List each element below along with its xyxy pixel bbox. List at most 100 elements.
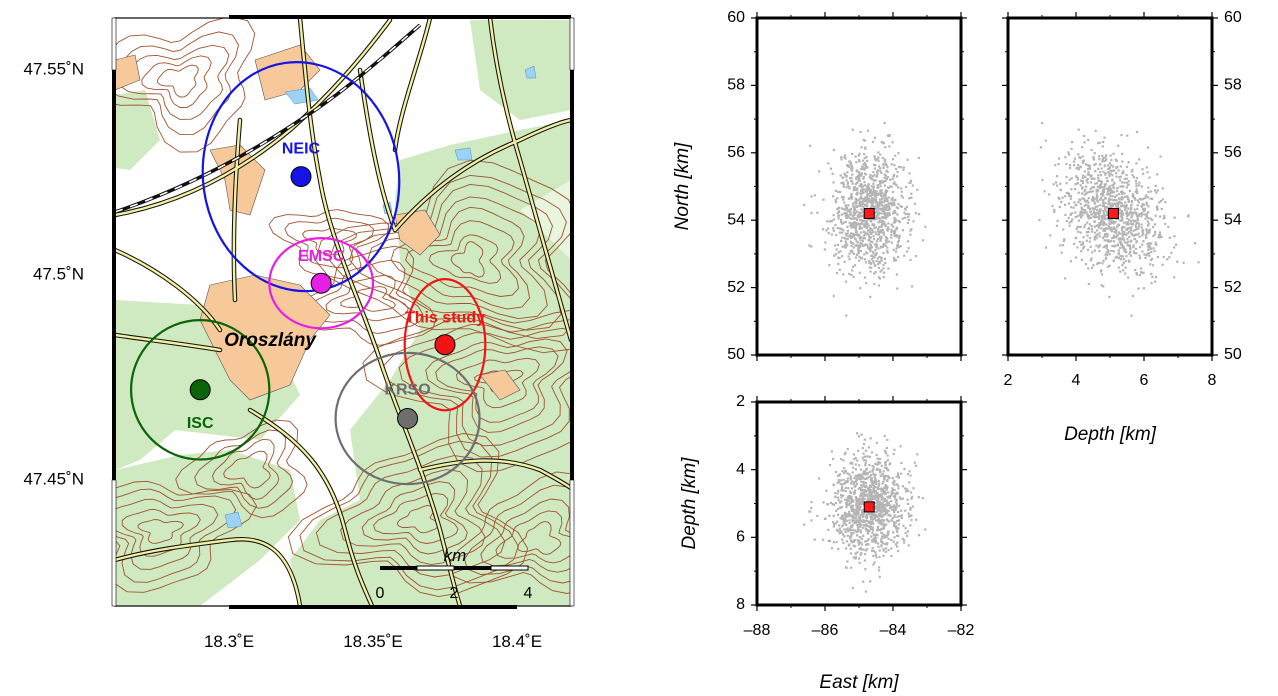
- solution-krso: KRSO: [334, 351, 481, 486]
- scatter-point: [1134, 247, 1138, 250]
- scatter-point: [887, 208, 891, 211]
- scatter-point: [908, 181, 911, 185]
- scatter-point: [1145, 236, 1148, 239]
- scatter-point: [1110, 164, 1113, 167]
- scatter-point: [850, 506, 854, 509]
- scatter-point: [884, 204, 887, 207]
- scatter-point: [876, 509, 880, 512]
- scatter-point: [909, 474, 912, 477]
- scatter-point: [1098, 158, 1101, 161]
- scatter-point: [840, 255, 844, 258]
- scatter-point: [874, 551, 877, 554]
- scatter-point: [810, 500, 813, 504]
- scatter-point: [850, 509, 854, 513]
- scatter-point: [863, 489, 867, 492]
- x-tick-label: 8: [1208, 372, 1217, 389]
- scatter-point: [1135, 162, 1138, 165]
- scatter-point: [868, 455, 871, 459]
- scatter-point: [832, 218, 836, 221]
- scatter-point: [863, 438, 866, 441]
- scatter-point: [1119, 254, 1122, 257]
- scatter-point: [1160, 235, 1163, 239]
- scatter-point: [884, 244, 887, 247]
- scatter-point: [886, 533, 889, 536]
- scatter-point: [1099, 224, 1102, 227]
- scatter-point: [1182, 261, 1185, 264]
- scatter-point: [1071, 218, 1074, 221]
- scatter-point: [1093, 225, 1096, 228]
- scatter-point: [883, 434, 886, 438]
- scatter-point: [882, 480, 885, 483]
- x-tick-label: –88: [744, 622, 771, 639]
- scatter-point: [885, 208, 888, 212]
- scatter-point: [1058, 197, 1061, 201]
- scatter-point: [1096, 262, 1099, 265]
- scatter-point: [854, 225, 858, 228]
- scatter-point: [885, 190, 888, 193]
- scatter-point: [916, 453, 919, 456]
- scatter-point: [1105, 187, 1108, 190]
- scatter-point: [1081, 155, 1084, 158]
- scatter-point: [871, 483, 874, 486]
- scatter-point: [1093, 152, 1096, 155]
- scatter-point: [893, 203, 896, 207]
- scatter-point: [1141, 168, 1144, 171]
- scatter-point: [871, 531, 874, 535]
- scatter-point: [913, 202, 916, 205]
- scatter-point: [888, 207, 892, 210]
- scatter-point: [1146, 171, 1149, 174]
- scatter-point: [878, 276, 881, 279]
- scatter-point: [1113, 227, 1116, 231]
- y-tick-label: 8: [736, 596, 745, 613]
- scatter-point: [878, 512, 881, 516]
- scatter-point: [894, 508, 897, 511]
- scatter-point: [858, 152, 861, 155]
- scatter-point: [868, 235, 871, 239]
- scatter-point: [841, 236, 844, 239]
- scatter-point: [879, 474, 882, 477]
- scatter-point: [880, 259, 883, 263]
- scatter-point: [867, 185, 870, 188]
- scatter-point: [852, 189, 855, 192]
- scatter-points: [803, 432, 927, 593]
- scatter-point: [1105, 213, 1109, 217]
- scatter-point: [884, 195, 887, 198]
- scatter-point: [849, 213, 852, 216]
- scatter-point: [1107, 203, 1110, 206]
- scatter-point: [828, 264, 831, 267]
- scatter-point: [870, 201, 873, 204]
- scatter-point: [882, 216, 885, 219]
- scatter-point: [865, 548, 869, 551]
- scatter-point: [849, 232, 853, 235]
- scatter-point: [1121, 204, 1125, 207]
- scatter-point: [866, 488, 869, 491]
- scatter-point: [886, 134, 889, 137]
- scatter-point: [858, 271, 861, 274]
- scatter-point: [895, 483, 899, 486]
- scatter-point: [852, 483, 855, 486]
- scatter-point: [824, 241, 827, 244]
- scatter-point: [869, 244, 873, 247]
- scatter-point: [855, 499, 858, 502]
- scatter-point: [1087, 204, 1090, 207]
- scatter-point: [860, 537, 864, 540]
- scatter-point: [886, 229, 889, 232]
- scatter-point: [882, 263, 885, 266]
- scatter-point: [846, 181, 850, 184]
- scatter-point: [879, 167, 882, 170]
- scatter-point: [891, 487, 894, 490]
- scatter-point: [882, 526, 885, 529]
- y-tick-label: 54: [727, 211, 745, 228]
- scatter-point: [1126, 232, 1129, 235]
- scatter-point: [884, 513, 887, 516]
- scatter-point: [870, 177, 873, 180]
- scatter-point: [1081, 174, 1085, 177]
- scatter-point: [1134, 219, 1137, 223]
- scatter-point: [1105, 210, 1108, 213]
- scatter-point: [883, 505, 886, 508]
- scatter-point: [1068, 166, 1072, 170]
- scatter-point: [893, 515, 896, 518]
- scatter-point: [877, 209, 880, 212]
- scatter-point: [858, 499, 861, 502]
- scatter-point: [859, 506, 862, 509]
